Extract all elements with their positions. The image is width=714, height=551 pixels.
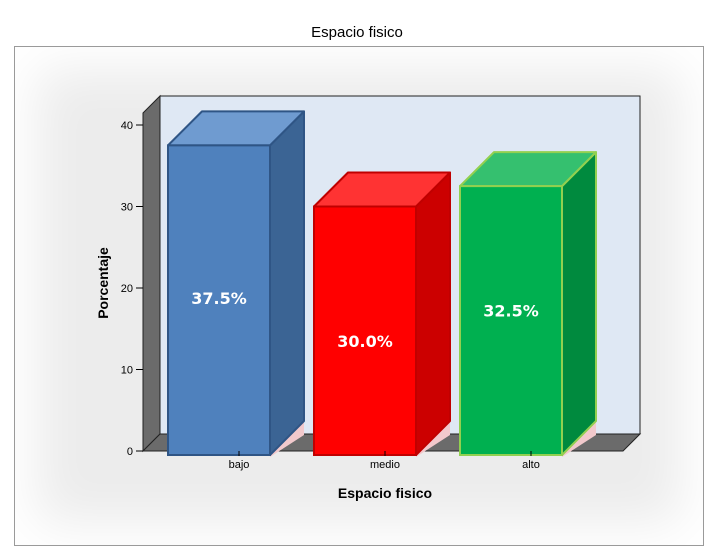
category-label-alto: alto — [522, 459, 540, 471]
x-axis-title: Espacio fisico — [338, 485, 432, 501]
bar-bajo — [167, 110, 305, 457]
y-tick-label: 20 — [121, 283, 133, 295]
category-label-bajo: bajo — [229, 459, 250, 471]
y-axis-ticks: 0 10 20 30 40 — [121, 120, 143, 458]
chart-title: Espacio fisico — [311, 24, 403, 41]
y-tick-label: 10 — [121, 365, 133, 377]
bar-medio — [313, 171, 451, 457]
y-tick-label: 30 — [121, 202, 133, 214]
bar-alto — [459, 151, 597, 457]
bar-side-face — [415, 171, 451, 456]
bar-side-face — [269, 110, 305, 456]
bar-side-face — [561, 151, 597, 456]
data-labels: 37.5% 30.0% 32.5% — [191, 289, 539, 351]
data-label-bajo: 37.5% — [191, 289, 247, 308]
y-axis-title: Porcentaje — [95, 247, 111, 319]
category-labels: bajo medio alto — [229, 451, 540, 471]
y-tick-label: 40 — [121, 120, 133, 132]
category-label-medio: medio — [370, 459, 400, 471]
bar-front-face — [459, 185, 563, 456]
y-tick-label: 0 — [127, 446, 133, 458]
bars — [167, 110, 597, 457]
data-label-medio: 30.0% — [337, 332, 393, 351]
bar-front-face — [167, 144, 271, 456]
bar-front-face — [313, 205, 417, 456]
data-label-alto: 32.5% — [483, 302, 539, 321]
side-wall — [142, 94, 161, 453]
